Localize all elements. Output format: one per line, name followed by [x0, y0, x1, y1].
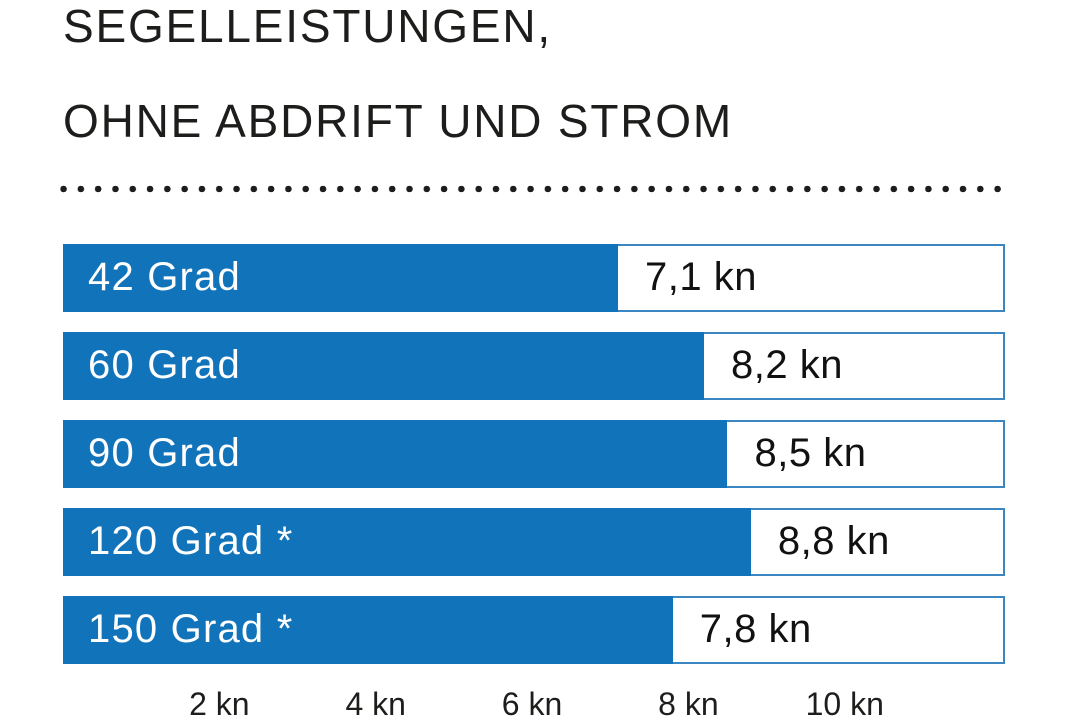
bar-value-label: 8,8 kn	[777, 519, 890, 563]
bar-value-label: 8,2 kn	[731, 343, 843, 387]
bar-value-label: 7,1 kn	[645, 255, 757, 299]
x-axis-tick-label: 4 kn	[345, 686, 406, 722]
bar-chart: 42 Grad 7,1 kn 60 Grad 8,2 kn 90 Grad 8,…	[63, 244, 1005, 684]
bar-category-label: 120 Grad *	[88, 519, 294, 563]
bar-row: 42 Grad 7,1 kn	[63, 244, 1005, 312]
page-title-line2: OHNE ABDRIFT UND STROM	[63, 95, 734, 147]
bar-fill	[63, 332, 705, 400]
page-title-line1: SEGELLEISTUNGEN,	[63, 0, 552, 52]
bar-row: 90 Grad 8,5 kn	[63, 420, 1005, 488]
bar-row: 60 Grad 8,2 kn	[63, 332, 1005, 400]
bar-category-label: 90 Grad	[88, 431, 241, 475]
x-axis: 2 kn 4 kn 6 kn 8 kn 10 kn	[63, 688, 1005, 728]
sail-performance-chart: SEGELLEISTUNGEN, OHNE ABDRIFT UND STROM …	[60, 0, 1010, 720]
bar-category-label: 150 Grad *	[88, 607, 294, 651]
bar-category-label: 60 Grad	[88, 343, 241, 387]
bar-row: 150 Grad * 7,8 kn	[63, 596, 1005, 664]
x-axis-tick-label: 10 kn	[805, 686, 884, 722]
x-axis-tick-label: 6 kn	[501, 686, 563, 722]
bar-value-label: 8,5 kn	[754, 431, 867, 475]
bar-row: 120 Grad * 8,8 kn	[63, 508, 1005, 576]
dotted-separator	[60, 185, 1010, 193]
x-axis-tick-label: 8 kn	[658, 686, 719, 722]
bar-fill	[63, 596, 673, 664]
bar-fill	[63, 244, 619, 312]
bar-category-label: 42 Grad	[88, 255, 241, 299]
bar-fill	[63, 508, 751, 576]
bar-value-label: 7,8 kn	[699, 607, 812, 651]
bar-fill	[63, 420, 728, 488]
x-axis-tick-label: 2 kn	[189, 686, 250, 722]
